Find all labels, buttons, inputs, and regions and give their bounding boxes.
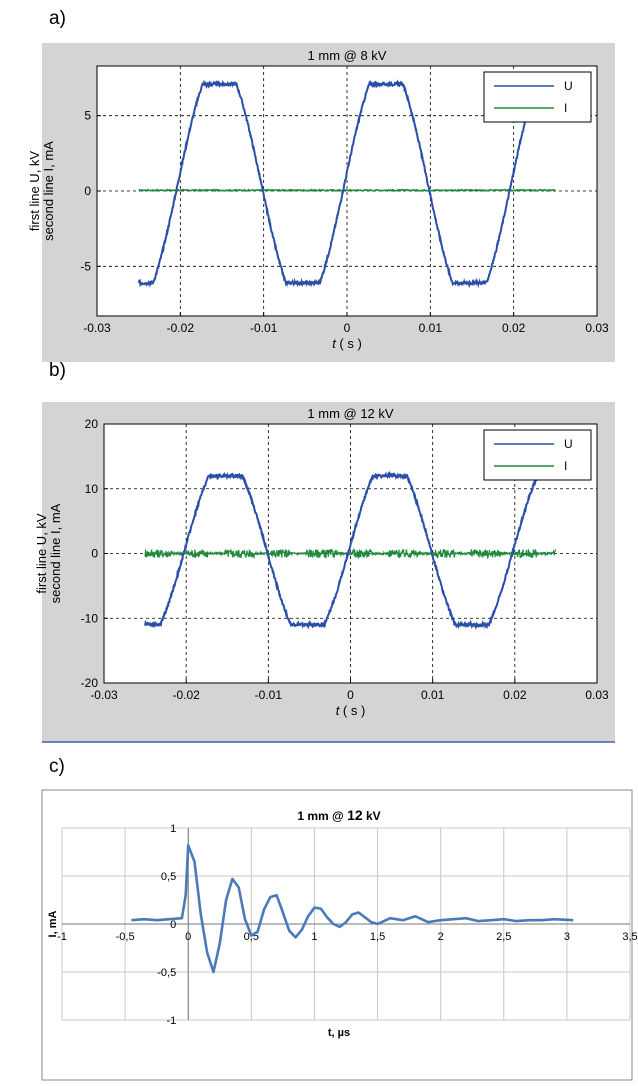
y-tick-label-c: 0,5 bbox=[161, 871, 176, 883]
x-tick-label-a: 0.02 bbox=[502, 321, 526, 335]
x-axis-label-b: t ( s ) bbox=[336, 703, 366, 718]
y-axis-label-line2-b: second line I, mA bbox=[48, 503, 63, 603]
x-tick-label-c: -1 bbox=[57, 931, 67, 943]
panel-label-a: a) bbox=[49, 8, 66, 29]
panel-label-c: c) bbox=[49, 756, 65, 777]
y-axis-label-line1-b: first line U, kV bbox=[34, 513, 49, 594]
y-tick-label-b: -10 bbox=[81, 611, 99, 625]
x-tick-label-c: 0 bbox=[185, 931, 191, 943]
x-tick-label-b: -0.01 bbox=[255, 688, 283, 702]
x-tick-label-a: 0.03 bbox=[585, 321, 609, 335]
legend-box-b bbox=[483, 429, 592, 481]
x-tick-label-c: -0,5 bbox=[116, 931, 135, 943]
y-axis-label-line2-a: second line I, mA bbox=[41, 141, 56, 241]
chart-title-c: 1 mm @ 12 kV bbox=[297, 807, 380, 823]
chart-title-b: 1 mm @ 12 kV bbox=[307, 406, 393, 421]
legend-box-a bbox=[483, 71, 592, 123]
x-tick-label-c: 2 bbox=[438, 931, 444, 943]
y-axis-label-line1-a: first line U, kV bbox=[27, 151, 42, 232]
y-tick-label-c: -0,5 bbox=[157, 967, 176, 979]
legend-label-I-a: I bbox=[564, 101, 567, 115]
x-tick-label-a: -0.02 bbox=[167, 321, 195, 335]
y-tick-label-b: -20 bbox=[81, 676, 99, 690]
y-tick-label-c: 0 bbox=[170, 919, 176, 931]
x-axis-label-a: t ( s ) bbox=[332, 336, 362, 351]
y-tick-label-c: -1 bbox=[166, 1015, 176, 1027]
series-U-line-b bbox=[144, 470, 557, 630]
x-tick-label-c: 1,5 bbox=[370, 931, 385, 943]
x-tick-label-a: -0.03 bbox=[83, 321, 111, 335]
y-tick-label-a: 5 bbox=[84, 109, 91, 123]
panel-label-b: b) bbox=[49, 360, 66, 381]
y-tick-label-b: 20 bbox=[85, 417, 99, 431]
legend-label-U-a: U bbox=[564, 79, 573, 93]
x-tick-label-b: 0.01 bbox=[421, 688, 445, 702]
chart-frame-c bbox=[41, 789, 633, 1081]
x-tick-label-c: 1 bbox=[311, 931, 317, 943]
x-tick-label-c: 3,5 bbox=[622, 931, 637, 943]
series-I-line-c bbox=[131, 843, 574, 974]
y-tick-label-a: 0 bbox=[84, 184, 91, 198]
legend-label-U-b: U bbox=[564, 437, 573, 451]
x-tick-label-a: 0 bbox=[344, 321, 351, 335]
x-tick-label-b: -0.03 bbox=[90, 688, 118, 702]
series-U-line-a bbox=[137, 78, 556, 289]
x-tick-label-c: 3 bbox=[564, 931, 570, 943]
x-tick-label-c: 2,5 bbox=[496, 931, 511, 943]
x-axis-label-c: t, µs bbox=[328, 1027, 350, 1039]
y-tick-label-b: 10 bbox=[85, 482, 99, 496]
x-tick-label-b: 0.02 bbox=[503, 688, 527, 702]
legend-label-I-b: I bbox=[564, 459, 567, 473]
series-I-line-a bbox=[138, 188, 556, 193]
x-tick-label-a: -0.01 bbox=[250, 321, 278, 335]
x-tick-label-a: 0.01 bbox=[419, 321, 443, 335]
y-tick-label-a: -5 bbox=[80, 259, 91, 273]
series-I-line-b bbox=[144, 548, 557, 560]
x-tick-label-b: 0 bbox=[347, 688, 354, 702]
y-tick-label-c: 1 bbox=[170, 823, 176, 835]
y-tick-label-b: 0 bbox=[91, 547, 98, 561]
chart-title-a: 1 mm @ 8 kV bbox=[308, 48, 387, 63]
x-tick-label-b: 0.03 bbox=[585, 688, 609, 702]
y-axis-label-c: I, mA bbox=[47, 911, 59, 938]
x-tick-label-b: -0.02 bbox=[172, 688, 200, 702]
